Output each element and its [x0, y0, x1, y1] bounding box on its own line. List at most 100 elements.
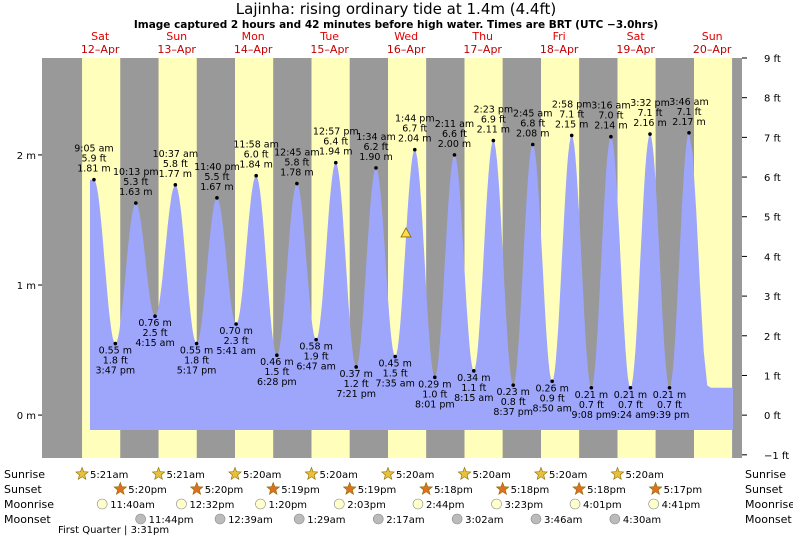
tide-point — [609, 134, 613, 139]
day-name: Sat — [627, 30, 646, 43]
sunset-time: 5:19pm — [358, 485, 397, 496]
tide-label: 0.26 m — [535, 383, 568, 394]
tide-label: 2.11 m — [477, 125, 510, 136]
tide-label: 6.9 ft — [481, 115, 506, 126]
moonset-icon — [293, 513, 305, 525]
tide-label: 2.00 m — [438, 139, 471, 150]
tide-point — [254, 173, 258, 178]
tide-label: 1.63 m — [119, 187, 152, 198]
y-tick-label: 1 m — [17, 281, 36, 292]
tide-point — [295, 181, 299, 186]
tide-label: 8:37 pm — [493, 407, 533, 418]
tide-label: 5.8 ft — [163, 159, 188, 170]
chart-title: Lajinha: rising ordinary tide at 1.4m (4… — [236, 0, 556, 18]
y2-tick-label: 8 ft — [764, 94, 781, 105]
moonrise-icon — [176, 498, 187, 510]
tide-label: 0.55 m — [180, 346, 213, 357]
tide-label: 1:34 am — [356, 132, 395, 143]
tide-label: 0.37 m — [339, 369, 372, 380]
sunrise-time: 5:20am — [549, 470, 587, 481]
tide-label: 8:01 pm — [415, 399, 455, 410]
tide-label: 5.9 ft — [81, 154, 106, 165]
tide-label: 7.1 ft — [637, 108, 662, 119]
sunset-icon — [113, 481, 128, 495]
tide-point — [648, 132, 652, 136]
moonrise-time: 4:41pm — [662, 500, 701, 511]
day-date: 20–Apr — [693, 43, 732, 56]
day-name: Sun — [166, 30, 187, 43]
tide-label: 1.5 ft — [383, 369, 408, 380]
tide-label: 11:40 pm — [194, 162, 240, 173]
tide-label: 9:24 am — [611, 410, 650, 421]
moonrise-icon — [255, 498, 266, 510]
tide-label: 6.4 ft — [323, 137, 348, 148]
moonrise-time: 3:23pm — [505, 500, 544, 511]
tide-point — [471, 369, 476, 373]
moonrise-time: 2:44pm — [426, 500, 465, 511]
moonset-icon — [214, 513, 226, 525]
tide-label: 1.8 ft — [184, 356, 209, 367]
sunset-icon — [342, 481, 357, 495]
day-date: 17–Apr — [463, 43, 502, 56]
moonrise-time: 2:03pm — [347, 500, 386, 511]
chart-subtitle: Image captured 2 hours and 42 minutes be… — [134, 19, 658, 31]
tide-label: 0.9 ft — [540, 393, 565, 404]
tide-label: 2.3 ft — [224, 336, 249, 347]
tide-label: 5:41 am — [216, 346, 255, 357]
tide-label: 5.8 ft — [284, 158, 309, 169]
moonrise-icon — [333, 498, 345, 510]
tide-point — [433, 375, 437, 380]
tide-label: 3:32 pm — [630, 98, 670, 109]
day-name: Sat — [91, 30, 110, 43]
tide-point — [511, 383, 516, 387]
tide-point — [92, 177, 96, 182]
sunrise-time: 5:20am — [626, 470, 664, 481]
tide-label: 2.17 m — [672, 117, 705, 128]
tide-label: 6:47 am — [296, 362, 335, 373]
sunset-time: 5:18pm — [587, 485, 626, 496]
moonset-time: 3:02am — [465, 515, 503, 526]
tide-label: 1.94 m — [319, 147, 352, 158]
sunrise-icon — [381, 466, 395, 480]
sunset-time: 5:19pm — [281, 485, 320, 496]
sunrise-icon — [75, 466, 89, 480]
tide-point — [354, 365, 358, 369]
sunset-icon — [189, 481, 204, 495]
tide-label: 6.2 ft — [363, 142, 388, 153]
moonrise-icon — [412, 498, 424, 510]
sunrise-time: 5:20am — [473, 470, 511, 481]
sunrise-time: 5:20am — [243, 470, 281, 481]
sunrise-icon — [304, 466, 319, 480]
sunrise-time: 5:20am — [396, 470, 434, 481]
tide-label: 0.8 ft — [501, 397, 526, 408]
tide-label: 0.46 m — [260, 357, 293, 368]
row-label: Sunrise — [745, 468, 786, 481]
sunrise-time: 5:21am — [90, 470, 128, 481]
row-label: Sunrise — [4, 468, 45, 481]
tide-label: 10:37 am — [153, 149, 198, 160]
sunset-time: 5:18pm — [511, 485, 550, 496]
tide-label: 7.1 ft — [676, 107, 701, 118]
tide-label: 0.7 ft — [579, 400, 604, 411]
tide-point — [667, 385, 672, 390]
sunset-icon — [266, 481, 281, 495]
moonrise-time: 12:32pm — [189, 500, 234, 511]
day-date: 19–Apr — [616, 43, 655, 56]
moonset-icon — [372, 513, 384, 525]
tide-point — [628, 385, 633, 390]
y2-tick-label: 2 ft — [764, 332, 781, 343]
tide-label: 0.7 ft — [657, 400, 682, 411]
tide-label: 6.0 ft — [244, 150, 269, 161]
tide-label: 0.70 m — [219, 326, 252, 337]
day-date: 13–Apr — [157, 43, 196, 56]
moonrise-icon — [569, 498, 581, 510]
sunrise-icon — [534, 466, 548, 480]
tide-point — [113, 341, 118, 346]
tide-point — [234, 322, 238, 326]
plot: 9:05 am5.9 ft1.81 m0.55 m1.8 ft3:47 pm10… — [74, 97, 733, 431]
tide-label: 1.1 ft — [461, 383, 486, 394]
y-tick-label: 0 m — [17, 411, 36, 422]
sunset-time: 5:17pm — [664, 485, 703, 496]
tide-label: 0.34 m — [457, 373, 490, 384]
moonset-icon — [530, 513, 542, 525]
